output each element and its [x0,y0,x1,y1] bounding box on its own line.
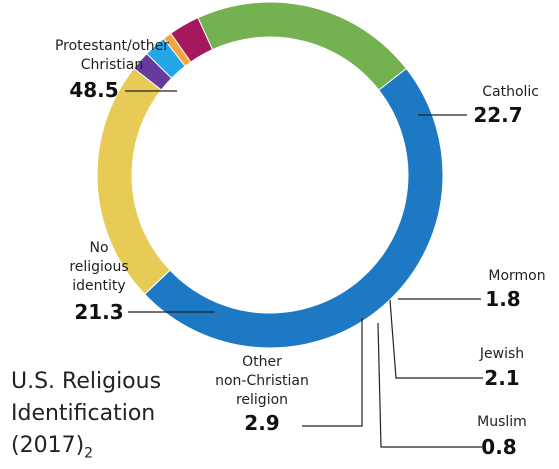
caption-line-2: Identification [11,401,156,426]
leader-line-other-non-christian-religion [302,318,363,427]
caption-line-3: (2017)2 [11,430,211,469]
label-no-religious-identity-line-2: religious [69,259,128,275]
value-label-protestant-other-christian: 48.5 [69,78,118,102]
value-label-other-non-christian-religion: 2.9 [244,411,279,435]
leader-line-jewish [389,299,483,379]
leader-lines [125,90,483,448]
label-jewish-line-1: Jewish [479,346,524,362]
label-no-religious-identity-line-1: No [89,240,108,256]
label-muslim-line-1: Muslim [477,414,527,430]
slice-protestant-other-christian [143,67,444,349]
label-other-non-christian-religion-line-1: Other [242,354,282,370]
label-catholic-line-1: Catholic [482,84,539,100]
value-label-no-religious-identity: 21.3 [74,300,123,324]
donut-slices [96,1,444,349]
label-mormon-line-1: Mormon [488,268,545,284]
label-no-religious-identity-line-3: identity [72,278,125,294]
caption-subscript: 2 [84,445,94,462]
value-label-muslim: 0.8 [481,435,516,459]
label-other-non-christian-religion-line-2: non-Christian [215,373,309,389]
label-other-non-christian-religion-line-3: religion [236,392,288,408]
caption-line-1: U.S. Religious [11,369,162,394]
caption-year: (2017) [11,433,85,458]
value-label-catholic: 22.7 [473,103,522,127]
value-label-jewish: 2.1 [484,366,519,390]
chart-caption: U.S. Religious Identification (2017)2 [11,366,211,469]
slice-no-religious-identity [197,1,408,91]
leader-line-muslim [377,322,482,448]
value-label-mormon: 1.8 [485,287,520,311]
label-protestant-other-christian-line-2: Christian [81,57,143,73]
label-protestant-other-christian-line-1: Protestant/other [55,38,169,54]
